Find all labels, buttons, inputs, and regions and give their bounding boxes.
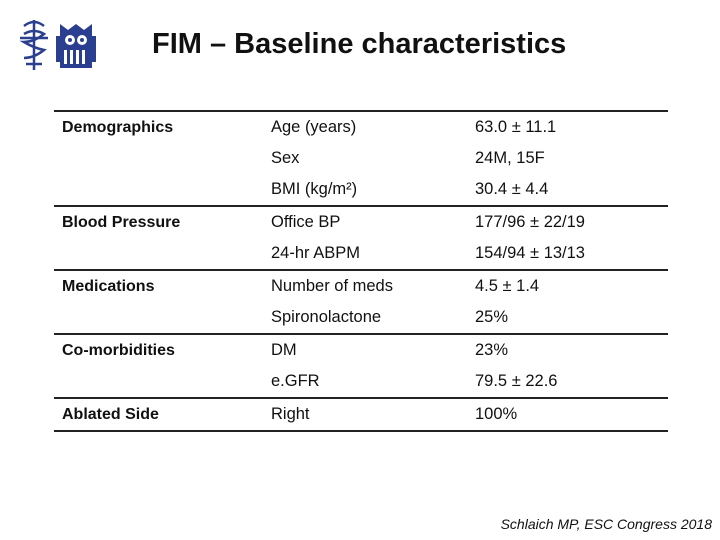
table-group-demographics: Demographics Age (years) 63.0 ± 11.1 Sex… [54,110,668,205]
parameter-label: Number of meds [271,277,393,295]
table-group-ablated-side: Ablated Side Right 100% [54,397,668,432]
baseline-characteristics-table: Demographics Age (years) 63.0 ± 11.1 Sex… [54,110,668,432]
category-label: Blood Pressure [62,213,181,231]
table-row: e.GFR 79.5 ± 22.6 [54,366,668,397]
category-label: Ablated Side [62,405,159,423]
table-row: Spironolactone 25% [54,302,668,333]
parameter-label: Right [271,405,310,423]
parameter-label: Age (years) [271,118,357,136]
table-row: Ablated Side Right 100% [54,399,668,430]
table-row: BMI (kg/m²) 30.4 ± 4.4 [54,174,668,205]
table-row: Demographics Age (years) 63.0 ± 11.1 [54,112,668,143]
value-cell: 63.0 ± 11.1 [475,118,557,136]
value-cell: 177/96 ± 22/19 [475,213,585,231]
value-cell: 4.5 ± 1.4 [475,277,540,295]
caduceus-owl-logo-icon [19,20,96,70]
category-label: Co-morbidities [62,341,175,359]
table-row: Medications Number of meds 4.5 ± 1.4 [54,271,668,302]
value-cell: 23% [475,341,509,359]
value-cell: 25% [475,308,509,326]
parameter-label: e.GFR [271,372,320,390]
value-cell: 30.4 ± 4.4 [475,180,549,198]
table-row: Sex 24M, 15F [54,143,668,174]
value-cell: 100% [475,405,518,423]
table-row: 24-hr ABPM 154/94 ± 13/13 [54,238,668,269]
table-row: Co-morbidities DM 23% [54,335,668,366]
slide-title: FIM – Baseline characteristics [152,28,567,60]
parameter-label: BMI (kg/m²) [271,180,358,198]
value-cell: 24M, 15F [475,149,545,167]
table-row: Blood Pressure Office BP 177/96 ± 22/19 [54,207,668,238]
citation: Schlaich MP, ESC Congress 2018 [500,516,712,532]
parameter-label: DM [271,341,297,359]
parameter-label: Sex [271,149,300,167]
parameter-label: Spironolactone [271,308,382,326]
parameter-label: Office BP [271,213,341,231]
parameter-label: 24-hr ABPM [271,244,360,262]
value-cell: 154/94 ± 13/13 [475,244,585,262]
category-label: Medications [62,277,155,295]
university-logo [12,14,102,74]
value-cell: 79.5 ± 22.6 [475,372,558,390]
table-group-blood-pressure: Blood Pressure Office BP 177/96 ± 22/19 … [54,205,668,269]
table-group-medications: Medications Number of meds 4.5 ± 1.4 Spi… [54,269,668,333]
category-label: Demographics [62,118,174,136]
table-group-co-morbidities: Co-morbidities DM 23% e.GFR 79.5 ± 22.6 [54,333,668,397]
